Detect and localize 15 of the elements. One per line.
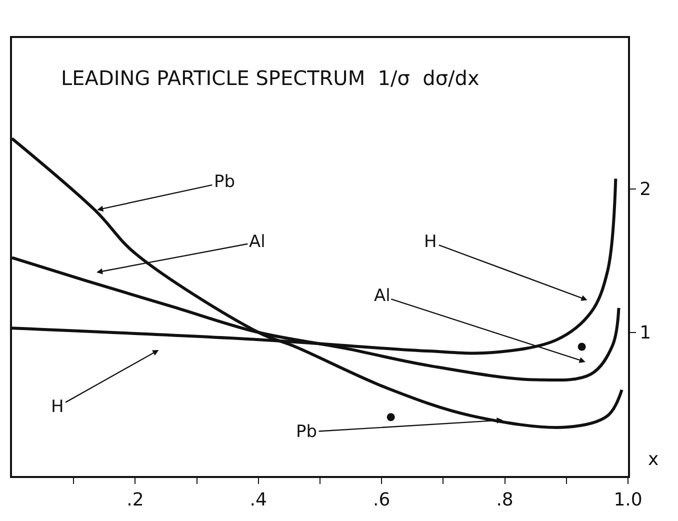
annotation: Al <box>374 286 390 306</box>
annotation: H <box>424 232 437 252</box>
x-tick-label: .6 <box>373 490 390 511</box>
x-tick-label: .2 <box>126 490 144 511</box>
text: LEADING PARTICLE SPECTRUM 1/σ dσ/dx <box>61 66 480 90</box>
y-tick-label: 2 <box>640 179 652 200</box>
x-tick-label: .8 <box>496 490 514 511</box>
annotation: Pb <box>296 422 318 442</box>
x-tick-label: 1.0 <box>614 490 642 511</box>
x-axis-title: x <box>648 449 659 470</box>
annotation: H <box>51 397 64 417</box>
y-tick-label: 1 <box>640 322 652 344</box>
annotation: Al <box>249 232 266 252</box>
x-tick-label: .4 <box>250 490 267 511</box>
annotation: Pb <box>214 172 236 192</box>
